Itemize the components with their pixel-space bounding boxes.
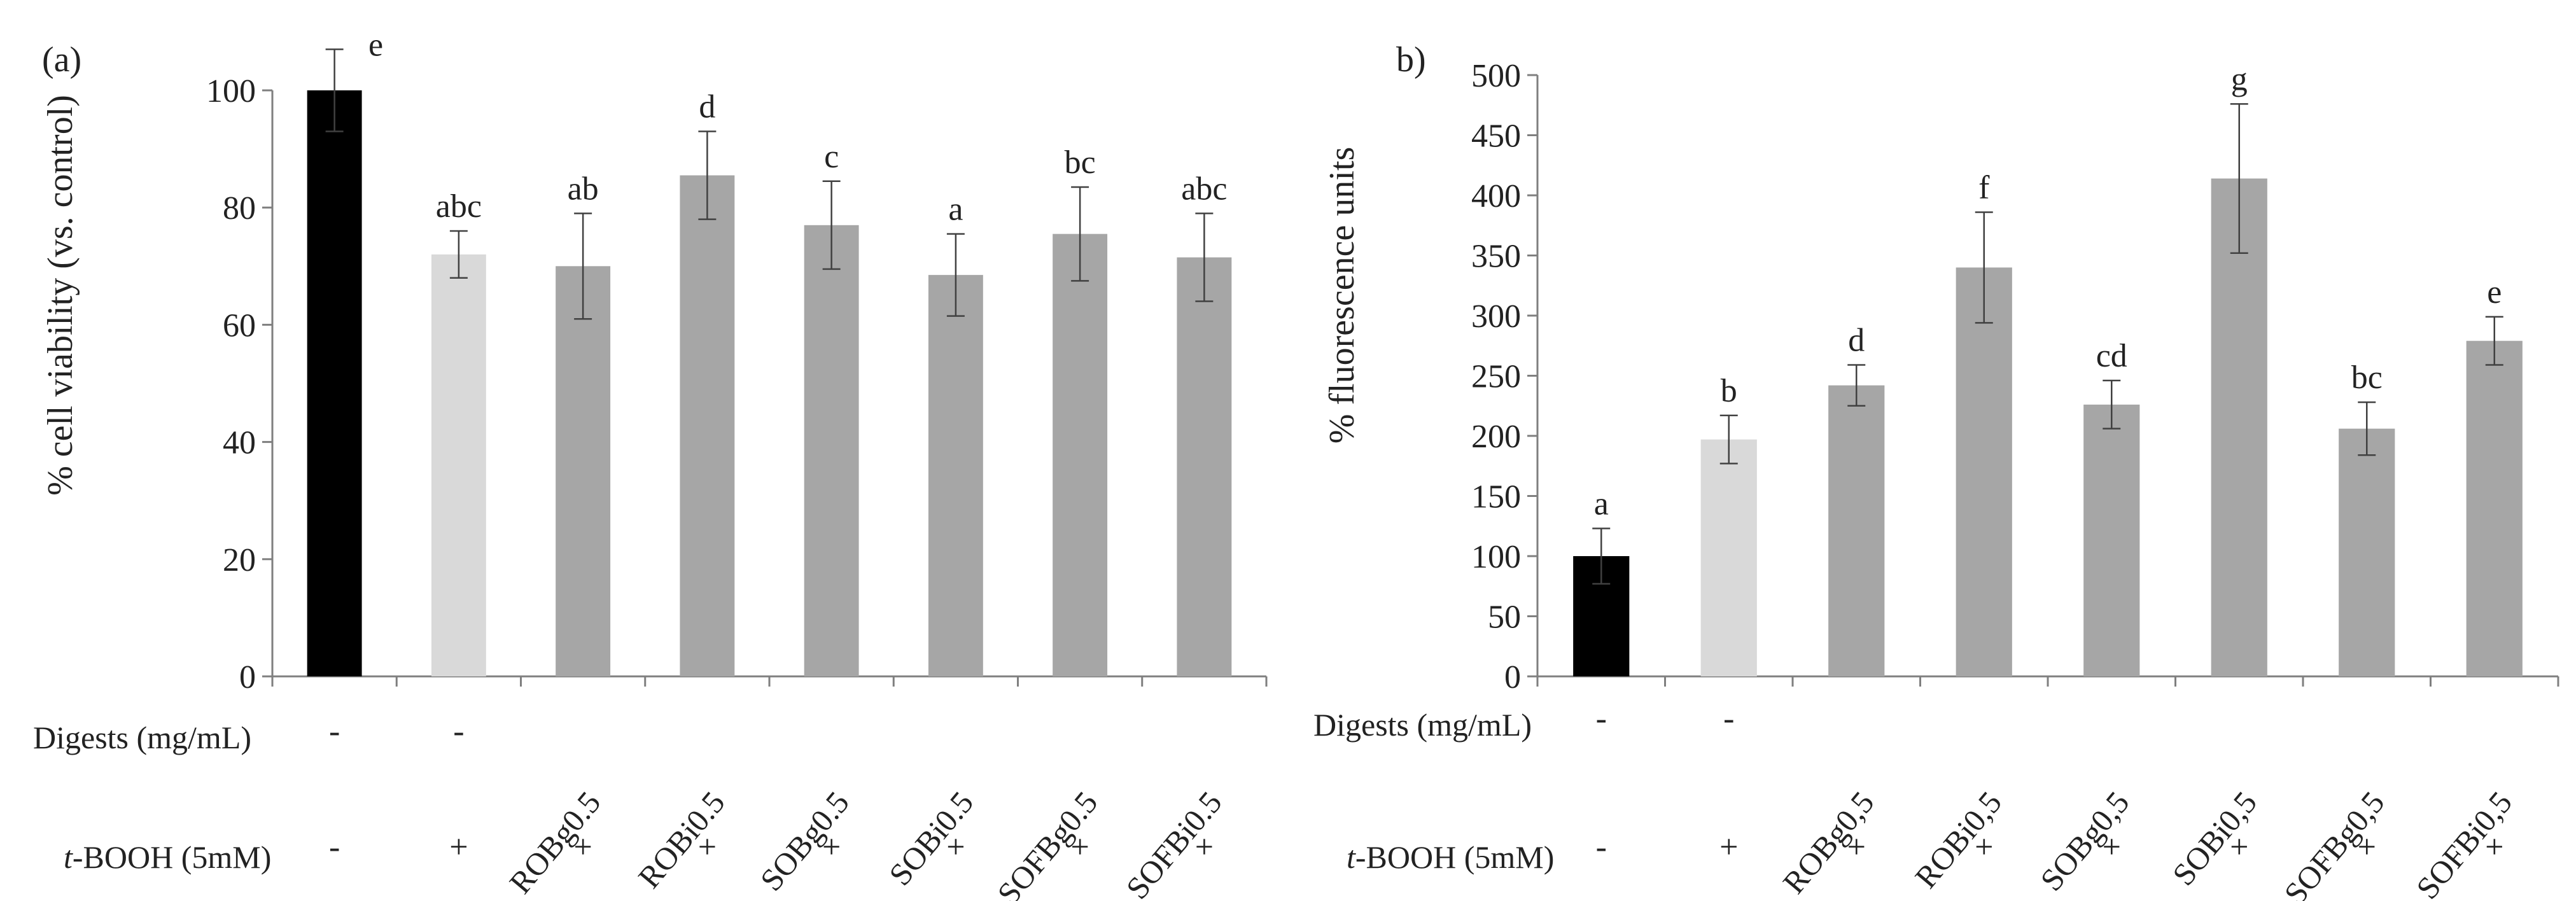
panel-b-digests-label: Digests (mg/mL) [1313, 707, 1532, 743]
panel-a-category-label: - [453, 713, 464, 750]
panel-a-bar [556, 266, 611, 676]
panel-b-tbooh-value: + [2103, 829, 2121, 865]
panel-a-tbooh-value: + [1070, 829, 1089, 865]
panel-b-category-label: - [1723, 701, 1734, 737]
panel-a-category-label: SOBi0.5 [882, 785, 981, 892]
panel-b-bar [1956, 267, 2012, 676]
panel-a-y-tick-label: 0 [239, 659, 256, 695]
panel-b-significance-letter: f [1978, 169, 1990, 206]
panel-b-bar [2211, 178, 2267, 676]
panel-b-y-tick-label: 150 [1471, 479, 1521, 515]
panel-a-tbooh-label-italic: t [64, 839, 73, 875]
panel-a-significance-letter: c [824, 139, 839, 175]
panel-a-y-tick-label: 80 [223, 190, 256, 227]
panel-b-chart: 0 50 100 150 200 250 300 350 400 450 500 a - - b - + d ROB… [1471, 58, 2559, 901]
panel-b-y-tick-label: 50 [1488, 599, 1521, 636]
panel-b-significance-letter: cd [2096, 338, 2127, 374]
panel-b-significance-letter: d [1848, 322, 1865, 358]
panel-b-y-tick-label: 0 [1504, 659, 1521, 695]
panel-b-tbooh-value: + [1719, 829, 1738, 865]
panel-a-chart: 020406080100e--abc-+abROBg0.5+dROBi0.5+c… [206, 27, 1268, 901]
panel-a-tbooh-value: + [449, 829, 468, 865]
panel-b-tbooh-value: + [2358, 829, 2376, 865]
panel-b-tbooh-label-italic: t [1347, 839, 1355, 875]
panel-a-bar [1053, 234, 1108, 676]
panel-b-y-tick-label: 350 [1471, 239, 1521, 275]
panel-a-tbooh-value: + [946, 829, 965, 865]
panel-a-significance-letter: abc [436, 188, 482, 225]
panel-b-y-tick-label: 250 [1471, 359, 1521, 395]
panel-b-tbooh-value: + [2230, 829, 2248, 865]
panel-b-bar [1828, 385, 1885, 676]
panel-b-tbooh-value: + [2485, 829, 2503, 865]
panel-a-significance-letter: abc [1181, 171, 1227, 207]
panel-a-significance-letter: a [948, 192, 963, 228]
panel-b-bar [2083, 404, 2140, 676]
panel-b-y-tick-label: 100 [1471, 539, 1521, 575]
panel-b-significance-letter: bc [2351, 360, 2383, 396]
panel-b-bar [2466, 340, 2523, 676]
panel-b-category-label: - [1596, 701, 1607, 737]
panel-b-bar [1700, 439, 1757, 676]
panel-a-category-label: - [329, 713, 340, 750]
panel-b-y-tick-label: 400 [1471, 178, 1521, 214]
panel-b-significance-letter: g [2231, 61, 2248, 97]
panel-a-tbooh-value: + [573, 829, 592, 865]
panel-a-tbooh-value: + [1195, 829, 1214, 865]
panel-a-y-tick-label: 60 [223, 307, 256, 344]
panel-a: (a) % cell viability (vs. control) Diges… [33, 27, 1268, 901]
panel-b-y-tick-label: 500 [1471, 58, 1521, 94]
panel-b-y-tick-label: 200 [1471, 419, 1521, 455]
panel-a-tbooh-value: + [822, 829, 841, 865]
panel-b-y-tick-label: 300 [1471, 298, 1521, 335]
panel-b-y-tick-label: 450 [1471, 118, 1521, 155]
panel-a-tbooh-value: + [698, 829, 717, 865]
panel-a-label: (a) [42, 40, 82, 80]
panel-b: b) % fluorescence units Digests (mg/mL) … [1288, 0, 2576, 901]
panel-b-tbooh-label-rest: -BOOH (5mM) [1355, 839, 1555, 875]
panel-b-tbooh-value: + [1847, 829, 1866, 865]
panel-b-significance-letter: a [1594, 486, 1609, 522]
panel-a-bar [431, 254, 486, 676]
panel-b-tbooh-value: - [1596, 829, 1607, 865]
panel-a-bar [928, 275, 983, 676]
panel-a-y-tick-label: 20 [223, 542, 256, 578]
panel-a-significance-letter: ab [568, 171, 599, 207]
panel-a-y-tick-label: 40 [223, 425, 256, 461]
panel-a-bar [680, 175, 735, 676]
panel-a-category-label: ROBi0.5 [631, 785, 732, 895]
panel-b-significance-letter: e [2487, 274, 2502, 311]
panel-b-tbooh-value: + [1975, 829, 1993, 865]
panel-a-tbooh-label-rest: -BOOH (5mM) [72, 839, 272, 875]
panel-a-bar [1177, 257, 1232, 676]
panel-b-category-label: SOBi0,5 [2166, 785, 2264, 892]
panel-b-tbooh-label: t-BOOH (5mM) [1347, 839, 1554, 876]
panel-b-significance-letter: b [1721, 373, 1737, 409]
panel-b-bar [2339, 428, 2395, 676]
panel-a-significance-letter: bc [1065, 144, 1096, 181]
panel-b-label: b) [1396, 40, 1426, 80]
panel-a-digests-label: Digests (mg/mL) [33, 720, 252, 755]
panel-b-category-label: ROBi0,5 [1908, 785, 2008, 895]
panel-a-y-tick-label: 100 [206, 73, 256, 109]
panel-a-tbooh-value: - [329, 829, 340, 865]
panel-a-tbooh-label: t-BOOH (5mM) [64, 839, 271, 876]
panel-a-bar [307, 90, 362, 676]
panel-a-significance-letter: e [368, 27, 383, 64]
panel-a-significance-letter: d [699, 88, 715, 125]
panel-a-bar [804, 225, 859, 677]
